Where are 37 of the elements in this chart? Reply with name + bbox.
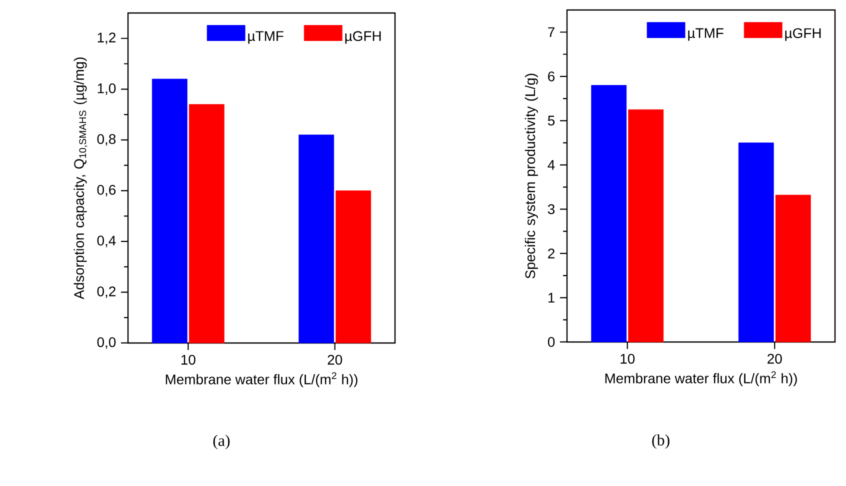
- y-tick-label: 0,4: [97, 236, 116, 248]
- legend-label: µGFH: [345, 31, 381, 44]
- y-tick-label: 1,2: [98, 32, 116, 44]
- x-tick-label: 20: [768, 354, 782, 364]
- x-tick-label: 10: [620, 354, 635, 364]
- x-tick-label: 20: [328, 354, 342, 365]
- y-tick-label: 0,8: [97, 134, 116, 146]
- bar: [152, 78, 188, 344]
- legend-label: µTMF: [688, 28, 724, 41]
- y-tick-label: 0,6: [97, 184, 116, 196]
- y-tick-label: 6: [548, 71, 555, 82]
- bar: [628, 109, 664, 342]
- bar: [591, 85, 627, 342]
- y-axis-title: Adsorption capacity, Q$_{10,SMAHS}$ (µg/mg): [74, 58, 88, 300]
- y-tick-label: 5: [548, 116, 555, 126]
- x-axis-title: Membrane water flux (L/(m$^{2}$ h)): [605, 371, 797, 386]
- text: (a): [213, 434, 230, 450]
- y-tick-label: 7: [548, 27, 554, 37]
- y-tick-label: 1,0: [98, 83, 116, 95]
- x-axis-title: Membrane water flux (L/(m$^{2}$ h)): [166, 372, 358, 388]
- bar: [298, 134, 334, 344]
- legend-label: µTMF: [248, 31, 284, 44]
- y-tick-label: 2: [548, 248, 554, 258]
- y-tick-label: 0,2: [97, 286, 116, 298]
- legend-label: µGFH: [785, 28, 821, 41]
- text: (b): [652, 434, 670, 449]
- bar: [188, 104, 224, 344]
- y-axis-title: Specific system productivity (L/g): [524, 74, 538, 278]
- y-tick-label: 0,0: [97, 337, 116, 349]
- y-tick-label: 1: [548, 292, 554, 303]
- y-tick-label: 0: [548, 337, 555, 347]
- bar: [336, 190, 372, 344]
- y-tick-label: 4: [548, 160, 555, 170]
- bar: [738, 142, 774, 342]
- y-tick-label: 3: [548, 204, 555, 214]
- x-tick-label: 10: [181, 354, 196, 365]
- bar: [775, 194, 811, 342]
